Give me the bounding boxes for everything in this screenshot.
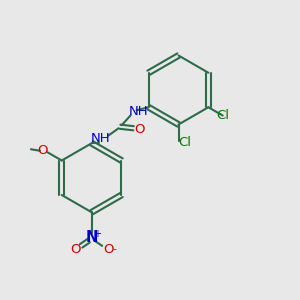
Text: N: N: [85, 230, 98, 245]
Text: -: -: [113, 244, 117, 254]
Text: NH: NH: [91, 132, 110, 145]
Text: Cl: Cl: [216, 109, 229, 122]
Text: O: O: [134, 123, 145, 136]
Text: O: O: [70, 243, 80, 256]
Text: Cl: Cl: [178, 136, 191, 149]
Text: +: +: [93, 229, 101, 239]
Text: NH: NH: [128, 105, 148, 118]
Text: O: O: [103, 243, 114, 256]
Text: O: O: [38, 144, 48, 157]
